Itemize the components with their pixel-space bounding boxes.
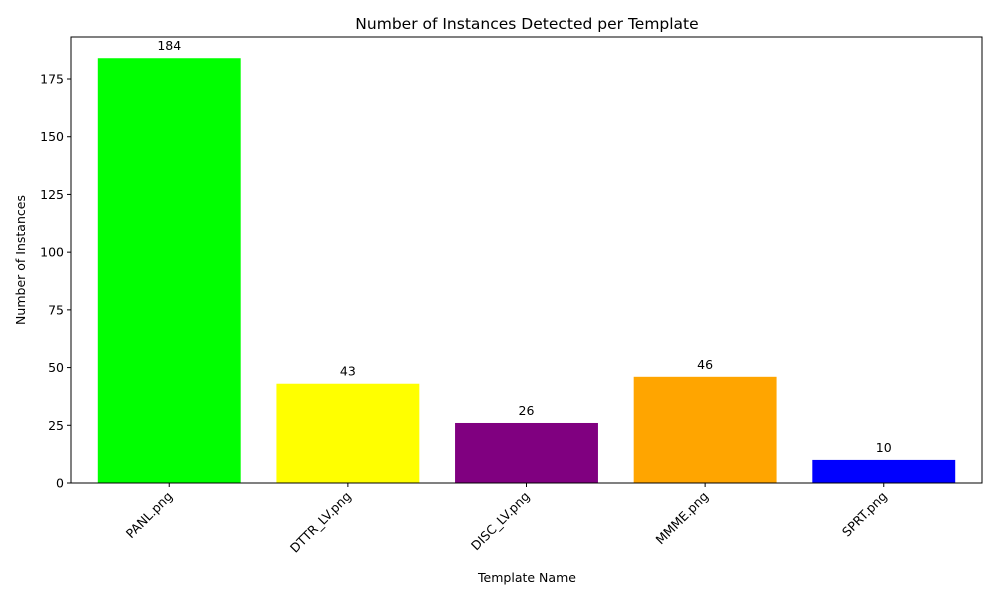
chart-title: Number of Instances Detected per Templat… bbox=[355, 15, 698, 33]
x-axis-label: Template Name bbox=[477, 570, 576, 585]
y-axis: 0 25 50 75 100 125 150 175 bbox=[40, 72, 71, 491]
data-label: 43 bbox=[340, 364, 356, 379]
x-tick-label: PANL.png bbox=[123, 489, 176, 542]
data-label: 46 bbox=[697, 357, 713, 372]
bar-panl-png bbox=[97, 58, 241, 483]
y-tick-label: 75 bbox=[48, 302, 64, 317]
x-tick-label: DISC_LV.png bbox=[468, 489, 533, 554]
y-axis-label: Number of Instances bbox=[13, 195, 28, 325]
data-labels-layer: 184 43 26 46 10 bbox=[157, 38, 891, 455]
data-label: 26 bbox=[519, 403, 535, 418]
bar-dttr-lv-png bbox=[276, 383, 420, 483]
data-label: 184 bbox=[157, 38, 181, 53]
data-label: 10 bbox=[876, 440, 892, 455]
x-tick-label: DTTR_LV.png bbox=[287, 489, 354, 556]
x-tick-label: MMME.png bbox=[653, 489, 712, 548]
plot-frame bbox=[70, 36, 983, 484]
bar-disc-lv-png bbox=[455, 422, 598, 483]
y-tick-label: 50 bbox=[48, 360, 64, 375]
x-tick-label: SPRT.png bbox=[839, 489, 890, 540]
y-tick-label: 125 bbox=[40, 187, 64, 202]
y-tick-label: 150 bbox=[40, 129, 64, 144]
y-tick-label: 25 bbox=[48, 418, 64, 433]
y-tick-label: 0 bbox=[56, 476, 64, 491]
bar-sprt-png bbox=[812, 459, 956, 483]
y-tick-label: 100 bbox=[40, 245, 64, 260]
bar-mmme-png bbox=[633, 376, 777, 483]
y-tick-label: 175 bbox=[40, 72, 64, 87]
bars-layer bbox=[97, 58, 956, 483]
x-axis: PANL.png DTTR_LV.png DISC_LV.png MMME.png SP… bbox=[123, 483, 890, 556]
